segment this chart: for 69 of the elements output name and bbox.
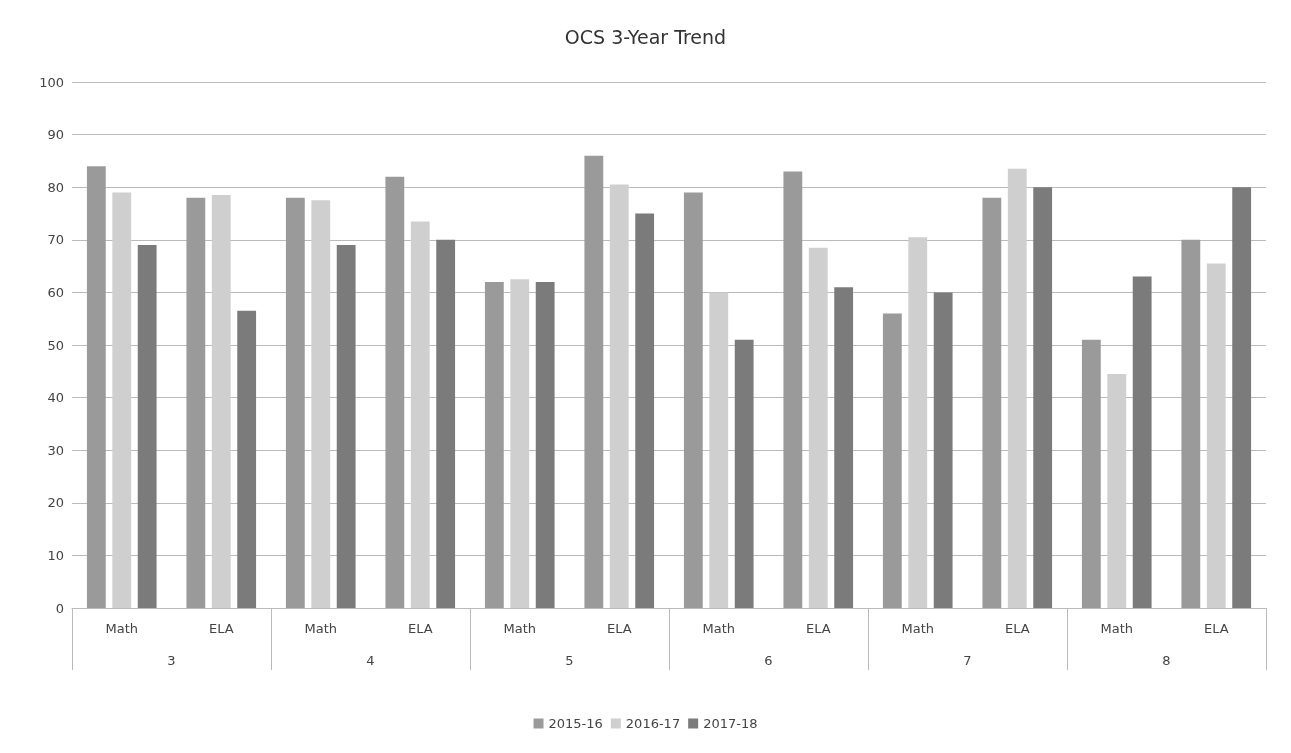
bar — [734, 339, 754, 608]
text: 7 — [963, 653, 972, 668]
bar — [510, 279, 530, 608]
bar — [783, 171, 803, 608]
text: 5 — [565, 653, 574, 668]
y-tick-label: 80 — [47, 179, 64, 195]
y-tick-label: 20 — [47, 495, 64, 511]
bar — [86, 166, 106, 608]
y-tick-label: 100 — [39, 74, 64, 90]
x-tick-label: Math — [503, 621, 537, 636]
bar — [1033, 187, 1053, 608]
x-tick-label: ELA — [805, 621, 831, 636]
x-tick-label: ELA — [208, 621, 234, 636]
x-tick-label: Math — [702, 621, 736, 636]
bar — [709, 292, 729, 608]
x-tick-label: Math — [105, 621, 139, 636]
y-tick-label: 90 — [47, 127, 64, 143]
text: 8 — [1162, 653, 1171, 668]
text: 3 — [167, 653, 176, 668]
bar — [285, 197, 305, 608]
bar — [908, 237, 928, 608]
x-tick-label: Math — [901, 621, 935, 636]
x-tick-label: Math — [1100, 621, 1134, 636]
bar — [609, 184, 629, 608]
x-tick-label: Math — [304, 621, 338, 636]
y-tick-label: 0 — [55, 600, 64, 616]
text: 6 — [764, 653, 773, 668]
bar — [336, 245, 356, 608]
y-tick-label: 30 — [47, 442, 64, 458]
bar — [882, 313, 902, 608]
bar — [1232, 187, 1252, 608]
bar — [385, 176, 405, 608]
bar — [1181, 239, 1201, 608]
bar — [834, 287, 854, 608]
bar — [584, 155, 604, 608]
bar — [186, 197, 206, 608]
bar — [808, 247, 828, 608]
bar — [535, 281, 555, 608]
bar — [933, 292, 953, 608]
bar — [237, 310, 257, 608]
bar — [1132, 276, 1152, 608]
x-tick-label: ELA — [606, 621, 632, 636]
legend-label: 2016-17 — [625, 716, 681, 731]
chart-title: OCS 3-Year Trend — [564, 25, 727, 48]
bar — [311, 200, 331, 608]
legend-label: 2015-16 — [548, 716, 603, 731]
y-tick-label: 70 — [47, 232, 64, 248]
y-tick-label: 50 — [47, 337, 64, 353]
y-tick-label: 60 — [47, 284, 64, 300]
bar — [410, 221, 430, 608]
bar — [1206, 263, 1226, 608]
bar — [112, 192, 132, 608]
x-tick-label: ELA — [1004, 621, 1030, 636]
y-tick-label: 10 — [47, 547, 64, 563]
bar — [683, 192, 703, 608]
bar — [1007, 168, 1027, 608]
y-tick-label: 40 — [47, 390, 64, 406]
bar — [1107, 373, 1127, 608]
bar — [982, 197, 1002, 608]
bar — [436, 239, 456, 608]
x-tick-label: ELA — [1203, 621, 1229, 636]
legend-label: 2017-18 — [703, 716, 758, 731]
bar — [484, 281, 504, 608]
bar — [211, 195, 231, 608]
bar — [635, 213, 655, 608]
bar — [137, 245, 157, 608]
text: 4 — [366, 653, 375, 668]
x-tick-label: ELA — [407, 621, 433, 636]
bar — [1081, 339, 1101, 608]
